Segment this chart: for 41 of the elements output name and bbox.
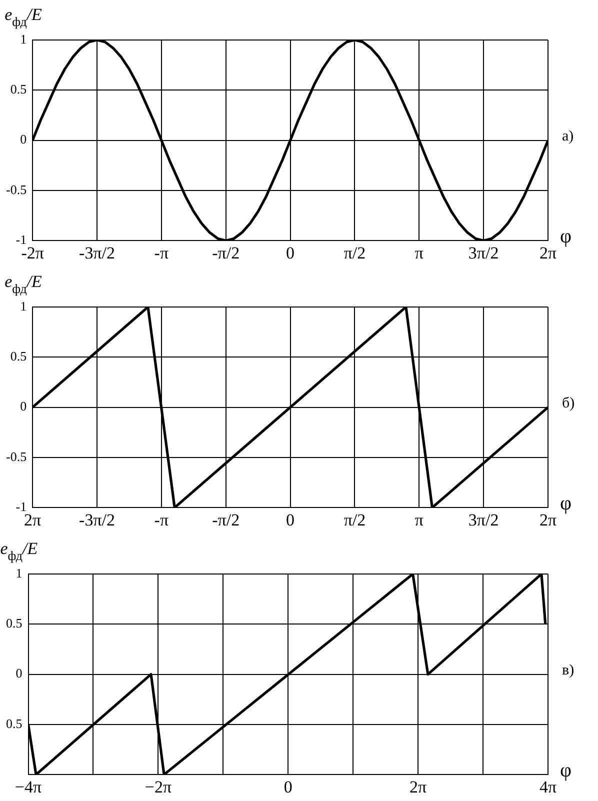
y-tick-label: 0.5 [6, 716, 22, 731]
x-tick-label: -3π/2 [79, 243, 115, 262]
x-tick-label: 2π [539, 510, 557, 530]
x-axis-title: φ [560, 492, 572, 515]
text: в) [562, 662, 574, 678]
x-tick-label: -π [154, 510, 169, 530]
x-tick-label: 2π [24, 510, 42, 530]
y-tick-label: -0.5 [6, 182, 27, 197]
x-tick-label: 0 [284, 777, 292, 796]
y-tick-label: 0.5 [10, 82, 27, 97]
y-tick-label: 0.5 [10, 348, 27, 364]
x-tick-label: 0 [286, 510, 295, 530]
text: б) [562, 395, 575, 412]
x-tick-label: 2π [410, 777, 428, 796]
x-tick-label: π [414, 510, 424, 530]
x-tick-label: 0 [286, 243, 295, 262]
x-tick-label: π/2 [344, 243, 366, 262]
y-tick-label: 1 [20, 298, 27, 314]
x-axis-title: φ [560, 760, 572, 782]
x-axis-title: φ [560, 226, 572, 248]
x-tick-label: −2π [144, 777, 172, 796]
text: а) [562, 128, 574, 144]
y-tick-label: -0.5 [6, 448, 27, 464]
y-tick-label: 1 [16, 565, 22, 580]
y-tick-label: 0 [20, 398, 27, 414]
x-tick-label: -π/2 [212, 243, 240, 262]
x-tick-label: π [414, 243, 424, 262]
y-tick-label: -1 [16, 499, 27, 514]
y-tick-label: 0 [16, 666, 22, 681]
x-tick-label: 2π [539, 243, 557, 262]
x-tick-label: -π [154, 243, 169, 262]
x-tick-label: 3π/2 [468, 510, 499, 530]
x-tick-label: -π/2 [212, 510, 240, 530]
y-tick-label: 0 [20, 132, 27, 147]
x-tick-label: 3π/2 [468, 243, 499, 262]
x-tick-label: π/2 [344, 510, 366, 530]
y-tick-label: 1 [20, 31, 27, 46]
x-tick-label: −4π [14, 777, 42, 796]
y-tick-label: 0.5 [6, 616, 22, 631]
x-tick-label: -3π/2 [79, 510, 115, 530]
x-tick-label: 4π [539, 777, 557, 796]
